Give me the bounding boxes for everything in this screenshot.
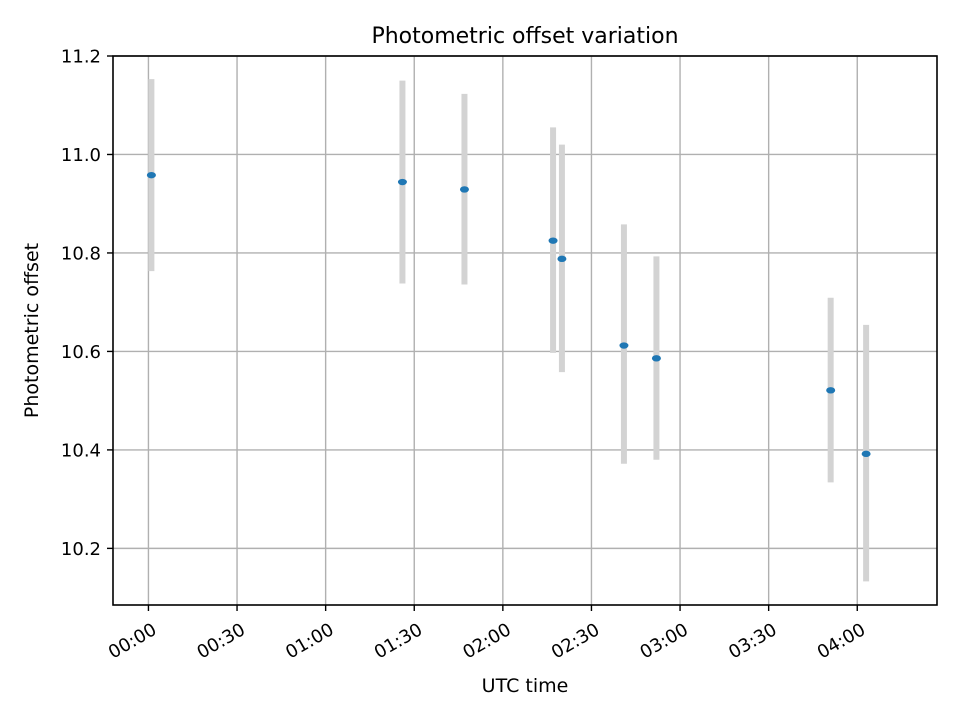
y-tick-label: 10.2 [61, 539, 101, 560]
data-point [861, 450, 871, 458]
y-tick-label: 11.0 [61, 145, 101, 166]
plot-frame [112, 55, 938, 606]
data-point [397, 178, 407, 186]
y-axis-label: Photometric offset [21, 243, 43, 418]
data-point [619, 342, 629, 349]
data-point [459, 186, 469, 193]
grid [113, 55, 937, 605]
y-tick-label: 10.4 [61, 440, 101, 461]
data-point [146, 171, 156, 179]
y-tick-label: 10.6 [61, 342, 101, 363]
data-point [557, 255, 567, 263]
x-axis-label: UTC time [482, 675, 569, 697]
data-point [651, 355, 661, 362]
data-points [146, 171, 871, 458]
y-tick-label: 11.2 [61, 47, 101, 68]
data-point [548, 237, 558, 244]
chart-title: Photometric offset variation [371, 24, 678, 49]
data-point [826, 387, 836, 394]
y-tick-label: 10.8 [61, 243, 101, 264]
